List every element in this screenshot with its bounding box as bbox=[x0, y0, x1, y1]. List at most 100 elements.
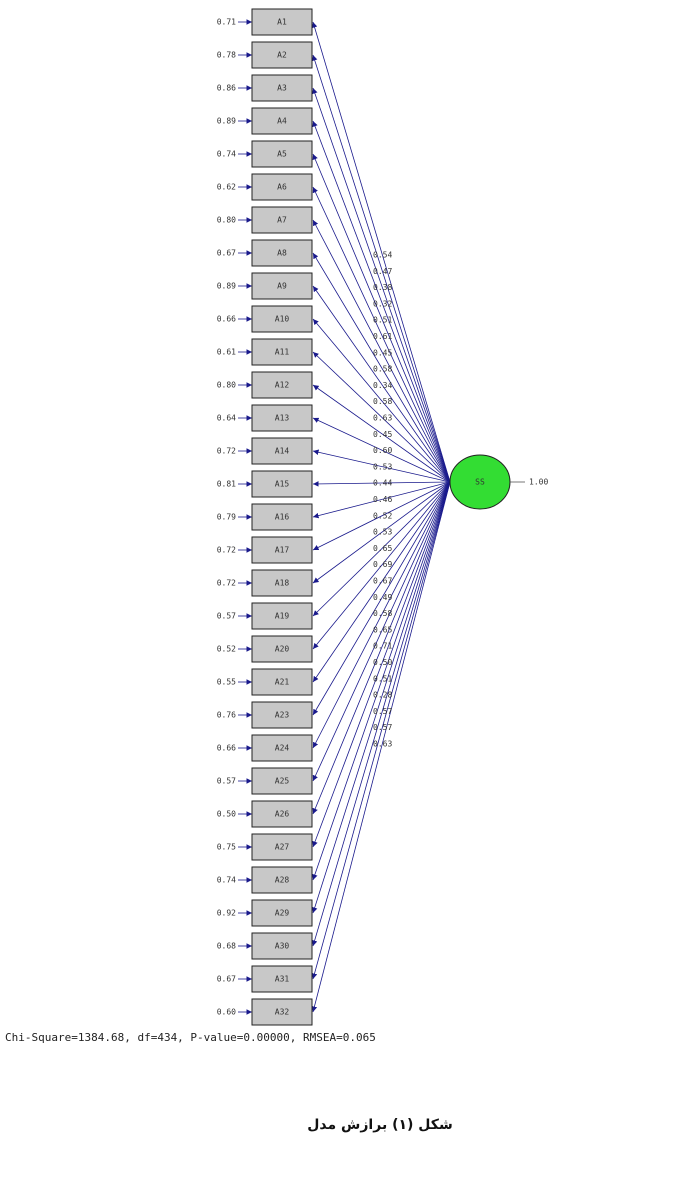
indicator-label: A13 bbox=[275, 414, 290, 423]
loading-label: 0.71 bbox=[373, 642, 392, 651]
indicator-label: A19 bbox=[275, 612, 290, 621]
error-variance: 0.60 bbox=[217, 1008, 236, 1017]
indicator-box bbox=[251, 998, 313, 1026]
loading-path bbox=[312, 481, 451, 782]
indicator-box bbox=[251, 602, 313, 630]
error-variance: 0.50 bbox=[217, 810, 236, 819]
loading-path bbox=[312, 87, 451, 483]
loading-label: 0.44 bbox=[373, 479, 392, 488]
loading-label: 0.54 bbox=[373, 251, 392, 260]
error-variance: 0.80 bbox=[217, 381, 236, 390]
error-variance: 0.81 bbox=[217, 480, 236, 489]
error-variance: 0.55 bbox=[217, 678, 236, 687]
error-variance: 0.67 bbox=[217, 975, 236, 984]
indicator-box bbox=[251, 140, 313, 168]
indicator-box bbox=[251, 437, 313, 465]
error-variance: 0.78 bbox=[217, 51, 236, 60]
indicator-box bbox=[251, 569, 313, 597]
loading-path bbox=[312, 481, 451, 617]
error-variance: 0.64 bbox=[217, 414, 236, 423]
loading-path bbox=[312, 481, 451, 815]
error-variance: 0.92 bbox=[217, 909, 236, 918]
loading-path bbox=[312, 481, 451, 683]
loading-label: 0.46 bbox=[373, 495, 392, 504]
indicator-label: A14 bbox=[275, 447, 290, 456]
loading-label: 0.53 bbox=[373, 462, 392, 471]
indicator-box bbox=[251, 371, 313, 399]
loading-label: 0.52 bbox=[373, 511, 392, 520]
indicator-box bbox=[251, 404, 313, 432]
loading-label: 0.53 bbox=[373, 528, 392, 537]
links bbox=[238, 19, 451, 1015]
indicator-label: A8 bbox=[277, 249, 287, 258]
loading-path bbox=[311, 481, 451, 980]
loading-label: 0.65 bbox=[373, 544, 392, 553]
loading-label: 0.60 bbox=[373, 446, 392, 455]
loading-label: 0.28 bbox=[373, 691, 392, 700]
loading-label: 0.38 bbox=[373, 283, 392, 292]
indicator-box bbox=[251, 74, 313, 102]
loading-path bbox=[312, 351, 451, 483]
error-variance: 0.74 bbox=[217, 876, 236, 885]
indicator-label: A12 bbox=[275, 381, 290, 390]
error-variance: 0.80 bbox=[217, 216, 236, 225]
error-variance: 0.68 bbox=[217, 942, 236, 951]
loading-label: 0.58 bbox=[373, 365, 392, 374]
loading-path bbox=[312, 481, 451, 584]
indicator-label: A3 bbox=[277, 84, 287, 93]
indicator-box bbox=[251, 668, 313, 696]
loading-label: 0.50 bbox=[373, 658, 392, 667]
loading-path bbox=[312, 252, 451, 483]
indicator-box bbox=[251, 206, 313, 234]
loading-path bbox=[312, 481, 451, 914]
indicator-box bbox=[251, 107, 313, 135]
loading-label: 0.57 bbox=[373, 707, 392, 716]
indicator-box bbox=[251, 701, 313, 729]
indicator-label: A4 bbox=[277, 117, 287, 126]
error-variance: 0.89 bbox=[217, 282, 236, 291]
indicator-label: A7 bbox=[277, 216, 287, 225]
error-variance: 0.75 bbox=[217, 843, 236, 852]
loading-path bbox=[312, 481, 451, 519]
indicator-label: A21 bbox=[275, 678, 290, 687]
indicator-label: A27 bbox=[275, 843, 290, 852]
loading-path bbox=[311, 481, 451, 947]
indicator-label: A32 bbox=[275, 1008, 290, 1017]
indicator-box bbox=[251, 8, 313, 36]
indicator-box bbox=[251, 173, 313, 201]
indicator-box bbox=[251, 239, 313, 267]
indicator-label: A30 bbox=[275, 942, 290, 951]
loading-path bbox=[312, 481, 451, 487]
error-variance: 0.61 bbox=[217, 348, 236, 357]
indicator-box bbox=[251, 899, 313, 927]
loading-path bbox=[312, 417, 451, 483]
indicator-label: A6 bbox=[277, 183, 287, 192]
indicator-box bbox=[251, 734, 313, 762]
indicator-label: A31 bbox=[275, 975, 290, 984]
indicator-box bbox=[251, 272, 313, 300]
indicator-box bbox=[251, 932, 313, 960]
loading-path bbox=[312, 481, 451, 650]
indicator-box bbox=[251, 866, 313, 894]
indicator-label: A20 bbox=[275, 645, 290, 654]
indicator-label: A26 bbox=[275, 810, 290, 819]
indicator-label: A1 bbox=[277, 18, 287, 27]
loading-path bbox=[312, 285, 451, 483]
latent-label: SS bbox=[475, 478, 485, 487]
indicator-label: A17 bbox=[275, 546, 290, 555]
indicator-label: A5 bbox=[277, 150, 287, 159]
indicator-box bbox=[251, 965, 313, 993]
loading-label: 0.51 bbox=[373, 674, 392, 683]
loading-path bbox=[312, 384, 451, 483]
indicator-box bbox=[251, 305, 313, 333]
indicator-label: A2 bbox=[277, 51, 287, 60]
loading-label: 0.63 bbox=[373, 740, 392, 749]
loading-path bbox=[312, 481, 451, 749]
indicator-label: A9 bbox=[277, 282, 287, 291]
indicator-label: A25 bbox=[275, 777, 290, 786]
loading-path bbox=[312, 449, 451, 483]
indicator-box bbox=[251, 767, 313, 795]
error-variance: 0.62 bbox=[217, 183, 236, 192]
loading-label: 0.57 bbox=[373, 723, 392, 732]
